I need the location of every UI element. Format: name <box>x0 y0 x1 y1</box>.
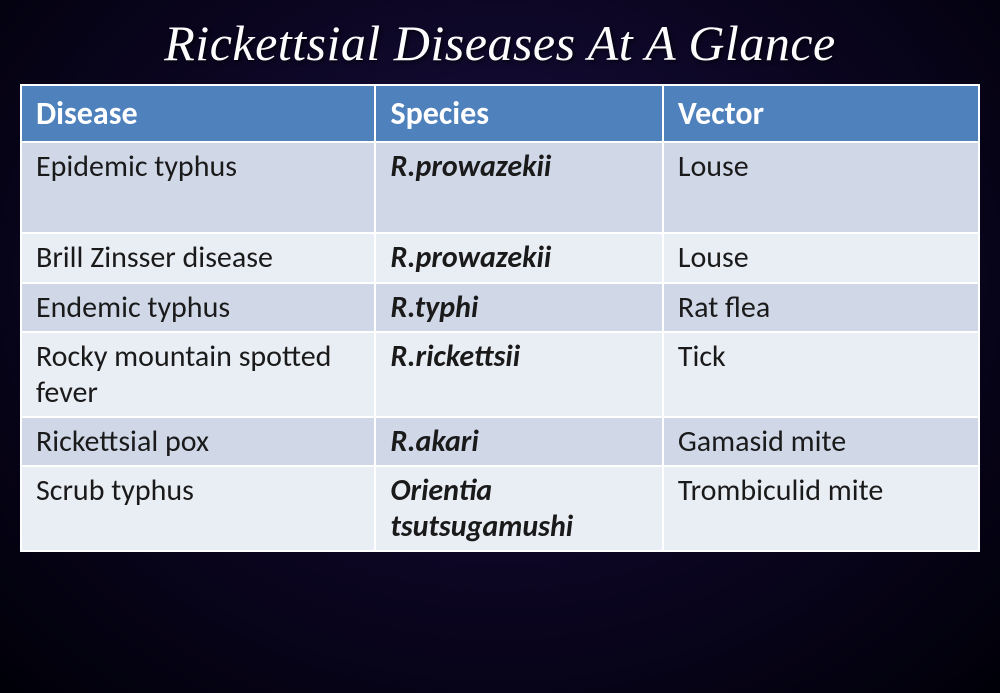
cell-vector: Louse <box>663 142 979 233</box>
cell-disease: Scrub typhus <box>21 466 375 551</box>
cell-vector: Tick <box>663 332 979 417</box>
table-row: Endemic typhus R.typhi Rat flea <box>21 283 979 332</box>
table-row: Scrub typhus Orientia tsutsugamushi Trom… <box>21 466 979 551</box>
cell-disease: Endemic typhus <box>21 283 375 332</box>
cell-species: R.prowazekii <box>375 233 662 282</box>
cell-species: R.rickettsii <box>375 332 662 417</box>
col-header-species: Species <box>375 85 662 142</box>
cell-disease: Epidemic typhus <box>21 142 375 233</box>
table-row: Epidemic typhus R.prowazekii Louse <box>21 142 979 233</box>
cell-disease: Rickettsial pox <box>21 417 375 466</box>
diseases-table: Disease Species Vector Epidemic typhus R… <box>20 84 980 552</box>
cell-vector: Louse <box>663 233 979 282</box>
cell-vector: Trombiculid mite <box>663 466 979 551</box>
cell-disease: Brill Zinsser disease <box>21 233 375 282</box>
diseases-table-container: Disease Species Vector Epidemic typhus R… <box>20 84 980 552</box>
cell-vector: Rat flea <box>663 283 979 332</box>
col-header-disease: Disease <box>21 85 375 142</box>
table-header-row: Disease Species Vector <box>21 85 979 142</box>
cell-disease: Rocky mountain spotted fever <box>21 332 375 417</box>
cell-species: R.typhi <box>375 283 662 332</box>
cell-vector: Gamasid mite <box>663 417 979 466</box>
table-row: Rocky mountain spotted fever R.rickettsi… <box>21 332 979 417</box>
table-body: Epidemic typhus R.prowazekii Louse Brill… <box>21 142 979 551</box>
table-row: Rickettsial pox R.akari Gamasid mite <box>21 417 979 466</box>
cell-species: R.akari <box>375 417 662 466</box>
cell-species: R.prowazekii <box>375 142 662 233</box>
slide-title: Rickettsial Diseases At A Glance <box>0 14 1000 72</box>
cell-species: Orientia tsutsugamushi <box>375 466 662 551</box>
col-header-vector: Vector <box>663 85 979 142</box>
table-row: Brill Zinsser disease R.prowazekii Louse <box>21 233 979 282</box>
